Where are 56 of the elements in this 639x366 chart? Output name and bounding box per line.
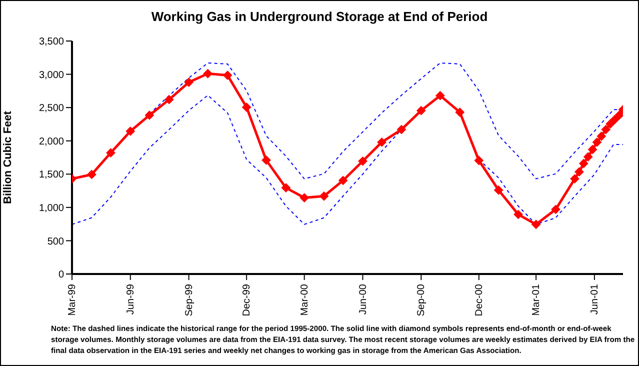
point	[377, 138, 386, 147]
point	[551, 204, 560, 214]
point	[203, 69, 212, 78]
x-tick-label: Jun-01	[590, 284, 601, 315]
point	[514, 210, 523, 219]
point	[164, 95, 174, 104]
point	[436, 91, 445, 100]
point	[144, 110, 154, 120]
point	[300, 193, 309, 202]
y-tick-label: 2,500	[38, 103, 64, 114]
point	[223, 70, 232, 80]
point	[614, 110, 623, 120]
x-tick-label: Mar-99	[67, 284, 78, 316]
y-axis-title: Billion Cubic Feet	[2, 110, 14, 204]
point	[570, 174, 580, 184]
point	[592, 138, 602, 147]
point	[588, 145, 598, 154]
x-tick-label: Mar-01	[531, 284, 542, 316]
point	[606, 119, 615, 128]
point	[242, 102, 252, 112]
x-tick-label: Jun-00	[358, 284, 369, 315]
point	[596, 132, 606, 141]
x-tick-label: Dec-99	[242, 284, 253, 316]
point	[87, 170, 96, 179]
point	[610, 115, 620, 124]
point	[184, 78, 194, 87]
y-tick-label: 1,000	[38, 202, 64, 214]
point	[281, 183, 290, 192]
y-tick-label: 3,000	[38, 70, 64, 81]
y-tick-label: 1,500	[38, 170, 64, 181]
y-tick-label: 2,000	[38, 136, 64, 148]
x-tick-label: Jun-99	[126, 284, 136, 315]
point	[532, 220, 541, 229]
point	[455, 108, 464, 117]
x-tick-label: Sep-00	[416, 284, 428, 316]
point	[494, 186, 504, 195]
point	[601, 125, 610, 134]
point	[579, 158, 588, 168]
point	[338, 176, 348, 185]
y-tick-label: 500	[47, 236, 64, 248]
y-tick-label: 3,500	[38, 36, 64, 48]
chart-title: Working Gas in Underground Storage at End of Period	[150, 9, 489, 24]
point	[106, 148, 116, 158]
point	[474, 156, 484, 165]
point	[262, 156, 271, 165]
point	[584, 152, 593, 162]
point	[320, 192, 329, 201]
y-tick-label: 0	[58, 270, 64, 281]
point	[126, 126, 135, 136]
point	[416, 106, 426, 116]
point	[396, 125, 406, 134]
point	[358, 156, 368, 166]
x-tick-label: Sep-99	[184, 284, 195, 316]
x-tick-label: Dec-00	[474, 284, 485, 316]
x-tick-label: Mar-00	[299, 284, 310, 316]
point	[574, 167, 584, 176]
